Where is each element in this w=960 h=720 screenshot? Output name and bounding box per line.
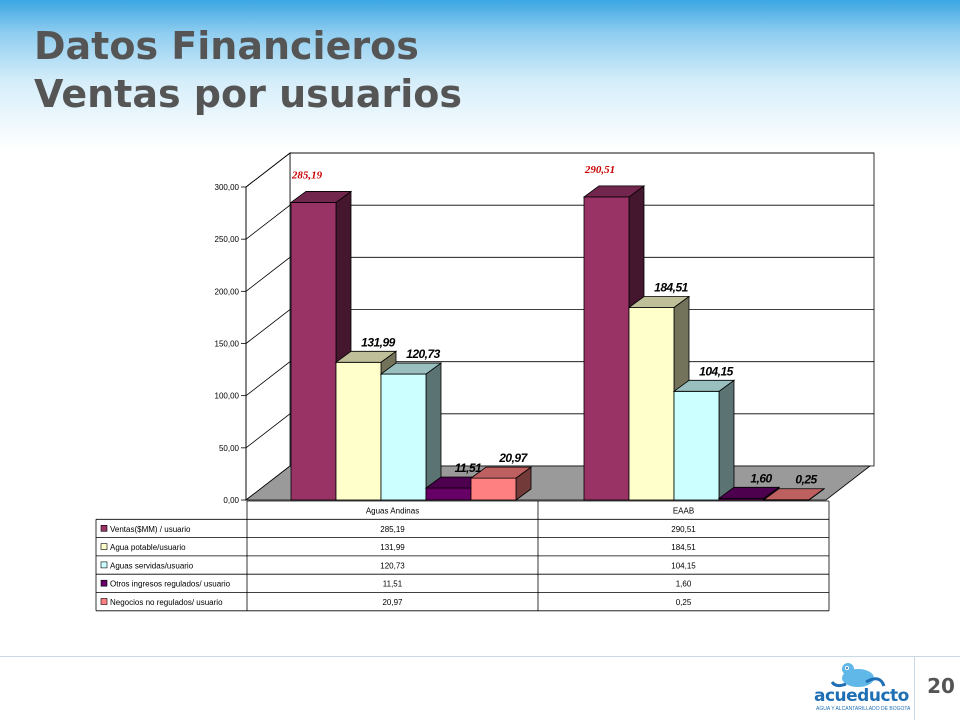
- y-gridline: [245, 204, 874, 240]
- table-category-header: EAAB: [673, 507, 694, 516]
- legend-swatch: [100, 543, 108, 550]
- data-label: 285,19: [291, 169, 323, 181]
- bar: [628, 307, 675, 501]
- bar: [290, 202, 337, 501]
- data-label: 131,99: [361, 335, 396, 349]
- legend-label: Otros ingresos regulados/ usuario: [110, 580, 231, 589]
- bar-top: [469, 466, 533, 479]
- table-cell-value: 285,19: [380, 525, 405, 534]
- data-label: 120,73: [406, 347, 441, 361]
- table-cell-value: 0,25: [676, 598, 692, 607]
- data-label: 290,51: [584, 164, 615, 176]
- bar-top: [762, 488, 826, 501]
- y-tick-label: 250,00: [215, 235, 240, 244]
- footer-divider: [914, 657, 915, 720]
- table-category-header: Aguas Andinas: [366, 507, 419, 516]
- slide-title: Datos Financieros Ventas por usuarios: [34, 22, 462, 118]
- legend-swatch: [100, 561, 108, 569]
- y-tick-label: 0,00: [223, 496, 239, 505]
- bar: [583, 196, 630, 501]
- bar: [470, 477, 517, 501]
- legend-swatch: [100, 598, 108, 605]
- bar-top: [289, 191, 353, 203]
- legend-label: Negocios no regulados/ usuario: [110, 598, 223, 607]
- table-cell-value: 104,15: [671, 561, 696, 570]
- bar-top: [627, 296, 691, 308]
- data-label: 0,25: [795, 473, 817, 487]
- bar-top: [582, 185, 646, 198]
- bar: [425, 487, 472, 501]
- data-label: 20,97: [498, 451, 528, 465]
- table-cell-value: 120,73: [380, 561, 405, 570]
- table-cell-value: 290,51: [671, 525, 696, 534]
- data-label: 104,15: [699, 364, 734, 378]
- bar: [673, 390, 720, 501]
- acueducto-logo: acueducto AGUA Y ALCANTARILLADO DE BOGOT…: [806, 660, 914, 718]
- y-tick-label: 50,00: [219, 444, 240, 453]
- header-gradient-band: [0, 0, 960, 150]
- y-gridline: [245, 256, 874, 292]
- y-tick-label: 100,00: [215, 392, 240, 401]
- table-cell-value: 1,60: [676, 580, 692, 589]
- table-cell-value: 184,51: [671, 543, 696, 552]
- table-cell-value: 11,51: [383, 580, 403, 589]
- bar-top: [334, 350, 398, 363]
- data-label: 1,60: [750, 471, 772, 485]
- y-tick-label: 200,00: [215, 287, 240, 296]
- page-number: 20: [927, 674, 955, 698]
- table-cell-value: 131,99: [380, 543, 405, 552]
- bar: [335, 361, 382, 501]
- legend-swatch: [100, 579, 108, 587]
- title-line-1: Datos Financieros: [34, 24, 419, 68]
- title-line-2: Ventas por usuarios: [34, 72, 462, 116]
- logo-tagline: AGUA Y ALCANTARILLADO DE BOGOTA: [816, 706, 911, 712]
- logo-wordmark: acueducto: [814, 686, 909, 706]
- bar-top: [717, 486, 781, 499]
- bar-side: [718, 379, 735, 501]
- bar-top: [672, 379, 736, 392]
- frog-icon: [830, 663, 886, 688]
- bar-top: [379, 362, 443, 375]
- footer-rule: [0, 656, 960, 657]
- legend-swatch: [100, 524, 108, 532]
- legend-label: Agua potable/usuario: [110, 543, 186, 552]
- legend-label: Ventas($MM) / usuario: [110, 525, 191, 534]
- data-label: 11,51: [455, 461, 482, 475]
- y-gridline: [245, 152, 874, 188]
- legend-label: Aguas servidas/usuario: [110, 561, 194, 570]
- y-tick-label: 150,00: [215, 340, 240, 349]
- y-tick-label: 300,00: [215, 183, 240, 192]
- data-label: 184,51: [654, 280, 689, 294]
- table-cell-value: 20,97: [382, 598, 403, 607]
- bar: [380, 373, 427, 501]
